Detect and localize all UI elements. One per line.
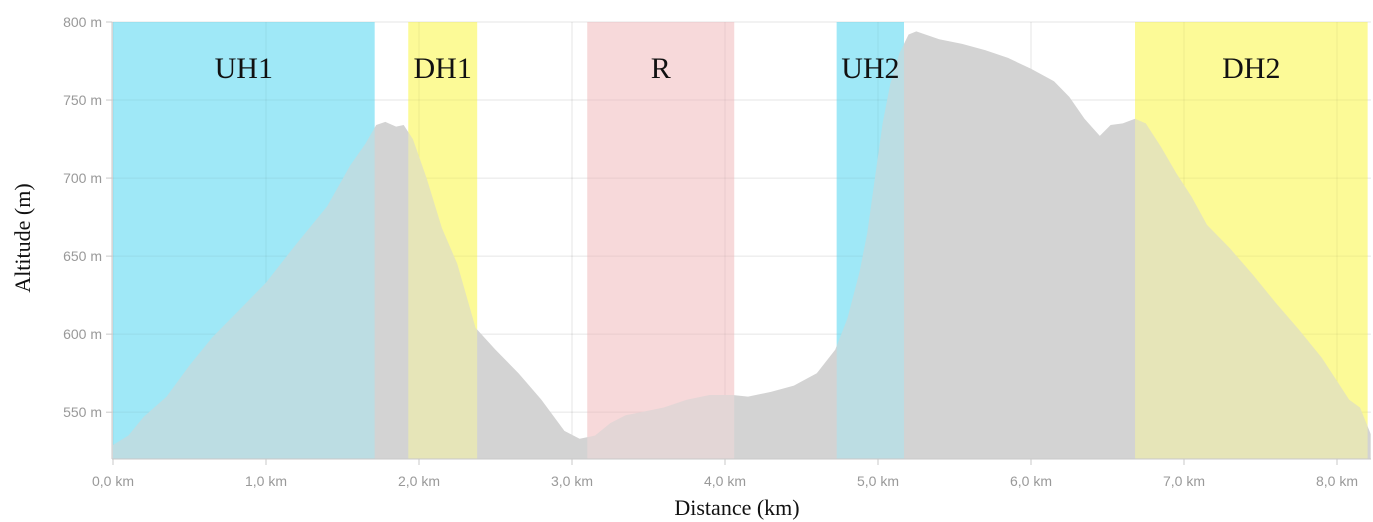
zone-overlay-dh1 (408, 22, 478, 459)
zone-overlay-uh2 (836, 22, 905, 459)
elevation-area-layer (113, 31, 1371, 460)
zone-band-r (587, 22, 735, 459)
y-tick-label: 800 m (63, 14, 102, 30)
y-tick-label: 550 m (63, 404, 102, 420)
zone-overlays (113, 22, 1368, 459)
x-tick-label: 7,0 km (1163, 473, 1205, 489)
zone-labels: UH1 DH1 R UH2 DH2 (215, 52, 1281, 85)
zone-overlay-r (587, 22, 735, 459)
zone-label-r: R (651, 52, 671, 85)
x-axis-title: Distance (km) (674, 495, 799, 520)
y-tick-label: 600 m (63, 326, 102, 342)
y-axis-title: Altitude (m) (10, 183, 35, 292)
x-tick-label: 6,0 km (1010, 473, 1052, 489)
zone-label-uh2: UH2 (841, 52, 899, 85)
x-tick-label: 3,0 km (551, 473, 593, 489)
zone-overlay-dh2 (1135, 22, 1368, 459)
x-tick-label: 2,0 km (398, 473, 440, 489)
x-tick-label: 4,0 km (704, 473, 746, 489)
x-tick-label: 1,0 km (245, 473, 287, 489)
x-tick-label: 8,0 km (1316, 473, 1358, 489)
y-tick-label: 650 m (63, 248, 102, 264)
y-tick-label: 700 m (63, 170, 102, 186)
zone-label-dh1: DH1 (414, 52, 472, 85)
zone-overlay-uh1 (113, 22, 375, 459)
y-tick-label: 750 m (63, 92, 102, 108)
elevation-area (113, 31, 1371, 460)
axes (106, 21, 1371, 465)
zone-label-uh1: UH1 (215, 52, 273, 85)
x-tick-label: 5,0 km (857, 473, 899, 489)
x-tick-label: 0,0 km (92, 473, 134, 489)
zone-label-dh2: DH2 (1222, 52, 1280, 85)
tick-labels: 550 m 600 m 650 m 700 m 750 m 800 m 0,0 km 1,0 … (63, 14, 1358, 489)
